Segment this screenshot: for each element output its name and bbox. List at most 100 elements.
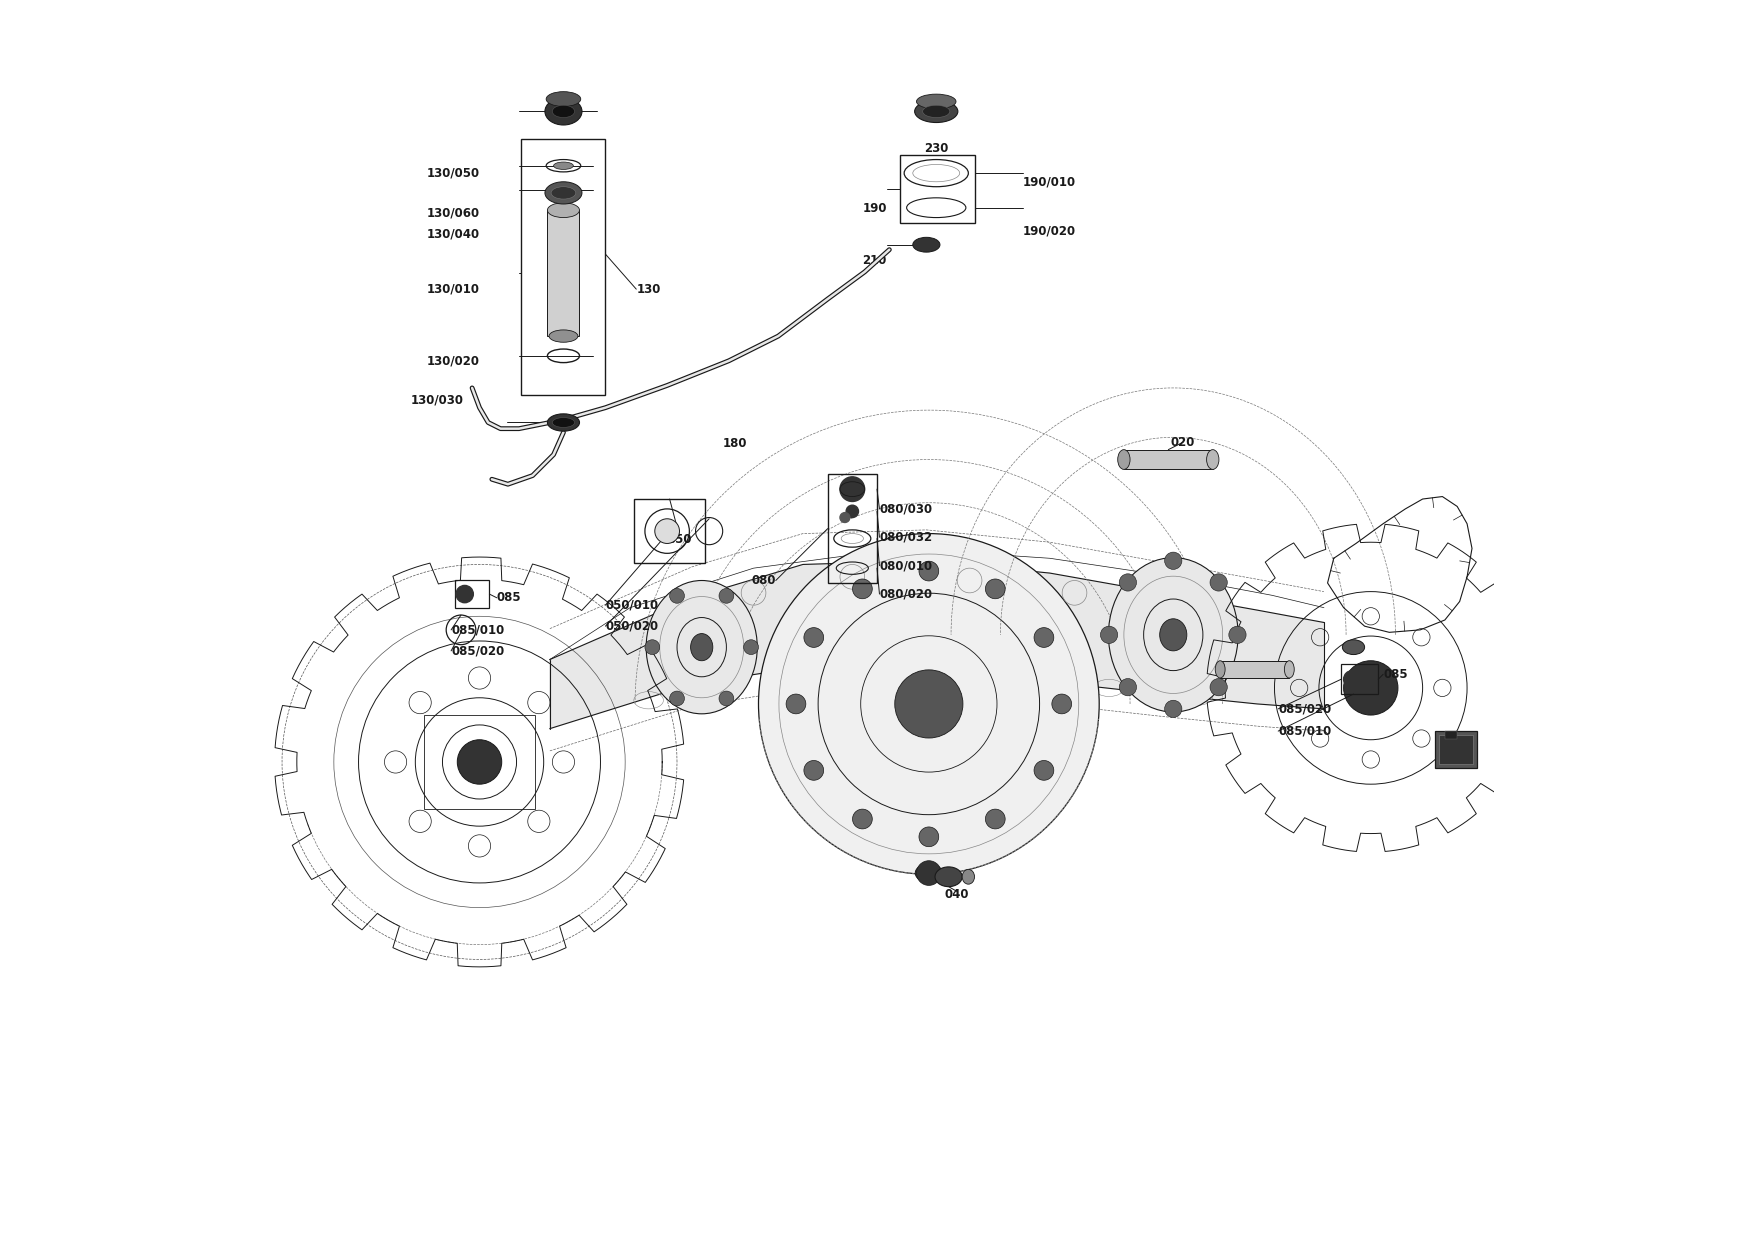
Circle shape xyxy=(986,810,1005,828)
Circle shape xyxy=(803,627,824,647)
Circle shape xyxy=(786,694,805,714)
Ellipse shape xyxy=(554,162,574,170)
Circle shape xyxy=(895,670,963,738)
Text: 110: 110 xyxy=(1442,739,1466,753)
Circle shape xyxy=(645,640,660,655)
Text: 130/030: 130/030 xyxy=(410,394,463,407)
Text: 080/020: 080/020 xyxy=(879,588,933,600)
Ellipse shape xyxy=(1216,661,1224,678)
Circle shape xyxy=(1165,552,1182,569)
Ellipse shape xyxy=(691,634,712,661)
Text: 130/060: 130/060 xyxy=(426,206,479,219)
Text: 190: 190 xyxy=(863,202,888,216)
Circle shape xyxy=(1100,626,1117,644)
Circle shape xyxy=(719,589,733,603)
Ellipse shape xyxy=(545,92,581,107)
Circle shape xyxy=(670,691,684,706)
Text: 130/010: 130/010 xyxy=(426,283,479,295)
Circle shape xyxy=(917,861,942,885)
Circle shape xyxy=(919,562,938,582)
Circle shape xyxy=(852,579,872,599)
Text: 080/030: 080/030 xyxy=(879,502,933,516)
Bar xyxy=(424,715,535,808)
Text: 080/010: 080/010 xyxy=(879,559,933,572)
Text: 040: 040 xyxy=(945,888,970,900)
Ellipse shape xyxy=(1342,640,1365,655)
Circle shape xyxy=(986,579,1005,599)
Ellipse shape xyxy=(912,237,940,252)
Circle shape xyxy=(456,585,474,603)
Text: 010: 010 xyxy=(1270,661,1294,673)
Bar xyxy=(1124,450,1212,470)
Text: 050/020: 050/020 xyxy=(605,620,658,632)
Polygon shape xyxy=(549,560,1324,729)
Text: 085: 085 xyxy=(496,591,521,604)
Circle shape xyxy=(1210,574,1228,591)
Text: 085: 085 xyxy=(1384,668,1408,681)
Text: 085/020: 085/020 xyxy=(1279,702,1331,715)
Circle shape xyxy=(758,533,1100,874)
Text: 210: 210 xyxy=(863,254,888,268)
Circle shape xyxy=(919,827,938,847)
Circle shape xyxy=(840,477,865,501)
Bar xyxy=(1438,735,1473,764)
Ellipse shape xyxy=(553,105,575,118)
Circle shape xyxy=(1344,661,1398,715)
Text: 085/010: 085/010 xyxy=(451,624,505,636)
Circle shape xyxy=(670,589,684,603)
Text: 050: 050 xyxy=(667,533,691,547)
Ellipse shape xyxy=(923,105,951,118)
Ellipse shape xyxy=(645,580,758,714)
Circle shape xyxy=(1344,671,1361,688)
Ellipse shape xyxy=(551,187,575,200)
Bar xyxy=(521,139,605,396)
Circle shape xyxy=(803,760,824,780)
Circle shape xyxy=(744,640,758,655)
Text: 085/010: 085/010 xyxy=(1279,724,1331,738)
Circle shape xyxy=(1165,701,1182,718)
Bar xyxy=(900,155,975,222)
Text: 130/040: 130/040 xyxy=(426,227,479,241)
Ellipse shape xyxy=(553,418,575,428)
Text: 130/050: 130/050 xyxy=(426,166,479,180)
Text: 020: 020 xyxy=(1172,435,1194,449)
Circle shape xyxy=(654,518,679,543)
Text: 190/010: 190/010 xyxy=(1023,175,1075,188)
Text: 130: 130 xyxy=(637,283,661,295)
Bar xyxy=(828,475,877,583)
Circle shape xyxy=(840,512,851,522)
Ellipse shape xyxy=(916,864,942,883)
Bar xyxy=(1445,732,1458,739)
Ellipse shape xyxy=(545,98,582,125)
Ellipse shape xyxy=(1159,619,1187,651)
Bar xyxy=(1221,661,1289,678)
Circle shape xyxy=(719,691,733,706)
Ellipse shape xyxy=(549,330,577,342)
Ellipse shape xyxy=(963,869,975,884)
Text: 050/010: 050/010 xyxy=(605,599,658,611)
Circle shape xyxy=(1210,678,1228,696)
Bar xyxy=(1435,732,1477,768)
Ellipse shape xyxy=(1117,450,1130,470)
Circle shape xyxy=(458,740,502,784)
Ellipse shape xyxy=(547,414,579,432)
Text: 085/020: 085/020 xyxy=(451,645,505,657)
Ellipse shape xyxy=(1207,450,1219,470)
Ellipse shape xyxy=(547,203,579,217)
Circle shape xyxy=(1230,626,1245,644)
Text: 080/032: 080/032 xyxy=(879,531,933,544)
Circle shape xyxy=(1119,574,1137,591)
Text: 130/020: 130/020 xyxy=(426,355,479,367)
Ellipse shape xyxy=(1109,558,1238,712)
Ellipse shape xyxy=(914,100,958,123)
Bar xyxy=(547,210,579,336)
Bar xyxy=(454,580,489,608)
Ellipse shape xyxy=(935,867,963,887)
Circle shape xyxy=(1052,694,1072,714)
Bar xyxy=(1342,665,1379,694)
Text: 230: 230 xyxy=(924,141,949,155)
Ellipse shape xyxy=(917,94,956,109)
Text: 190/020: 190/020 xyxy=(1023,224,1075,238)
Text: 080: 080 xyxy=(751,574,775,587)
Ellipse shape xyxy=(545,182,582,205)
